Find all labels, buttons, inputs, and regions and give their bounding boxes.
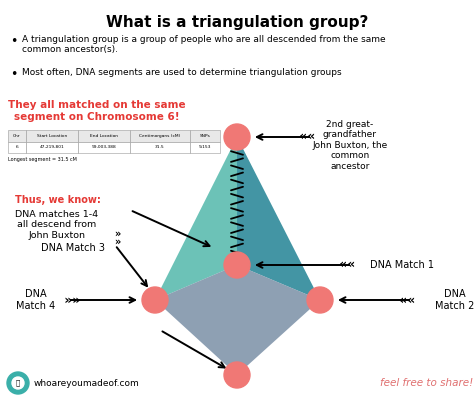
- Circle shape: [224, 124, 250, 150]
- Text: ««: ««: [339, 258, 360, 272]
- Circle shape: [142, 287, 168, 313]
- Polygon shape: [155, 265, 320, 375]
- Text: »»: »»: [60, 293, 81, 306]
- Text: What is a triangulation group?: What is a triangulation group?: [106, 15, 368, 30]
- Text: DNA
Match 4: DNA Match 4: [16, 289, 55, 311]
- Text: ««: ««: [300, 131, 320, 143]
- FancyBboxPatch shape: [78, 130, 130, 142]
- Text: •: •: [10, 35, 18, 48]
- FancyBboxPatch shape: [8, 130, 26, 142]
- Text: Most often, DNA segments are used to determine triangulation groups: Most often, DNA segments are used to det…: [22, 68, 342, 77]
- Circle shape: [224, 362, 250, 388]
- Text: •: •: [10, 68, 18, 81]
- Text: DNA
Match 2: DNA Match 2: [435, 289, 474, 311]
- FancyBboxPatch shape: [190, 130, 220, 142]
- Text: End Location: End Location: [90, 134, 118, 138]
- Text: ««: ««: [400, 293, 420, 306]
- Circle shape: [307, 287, 333, 313]
- Text: SNPs: SNPs: [200, 134, 210, 138]
- FancyBboxPatch shape: [8, 142, 26, 153]
- Polygon shape: [155, 137, 237, 300]
- Circle shape: [12, 377, 24, 389]
- Text: 6: 6: [16, 145, 18, 150]
- Text: DNA matches 1-4
all descend from
John Buxton: DNA matches 1-4 all descend from John Bu…: [15, 210, 98, 240]
- FancyBboxPatch shape: [130, 142, 190, 153]
- Text: Longest segment = 31.5 cM: Longest segment = 31.5 cM: [8, 157, 77, 162]
- Text: 🧬: 🧬: [16, 380, 20, 386]
- FancyBboxPatch shape: [190, 142, 220, 153]
- FancyBboxPatch shape: [26, 130, 78, 142]
- Text: Chr: Chr: [13, 134, 21, 138]
- Circle shape: [7, 372, 29, 394]
- FancyBboxPatch shape: [130, 130, 190, 142]
- Text: 47,219,801: 47,219,801: [40, 145, 64, 150]
- Text: Start Location: Start Location: [37, 134, 67, 138]
- Text: They all matched on the same
segment on Chromosome 6!: They all matched on the same segment on …: [8, 100, 186, 121]
- Text: 9,153: 9,153: [199, 145, 211, 150]
- Text: DNA Match 3: DNA Match 3: [41, 243, 105, 253]
- Text: 2nd great-
grandfather
John Buxton, the
common
ancestor: 2nd great- grandfather John Buxton, the …: [312, 120, 388, 171]
- FancyBboxPatch shape: [78, 142, 130, 153]
- Text: 99,003,388: 99,003,388: [91, 145, 117, 150]
- Text: Thus, we know:: Thus, we know:: [15, 195, 101, 205]
- Text: »
»: » »: [114, 229, 120, 247]
- Text: 31.5: 31.5: [155, 145, 165, 150]
- Text: A triangulation group is a group of people who are all descended from the same
c: A triangulation group is a group of peop…: [22, 35, 386, 54]
- FancyBboxPatch shape: [26, 142, 78, 153]
- Text: Centimorgans (cM): Centimorgans (cM): [139, 134, 181, 138]
- Polygon shape: [237, 137, 320, 300]
- Text: whoareyoumadeof.com: whoareyoumadeof.com: [34, 378, 140, 387]
- Text: DNA Match 1: DNA Match 1: [370, 260, 434, 270]
- Circle shape: [224, 252, 250, 278]
- Text: feel free to share!: feel free to share!: [380, 378, 473, 388]
